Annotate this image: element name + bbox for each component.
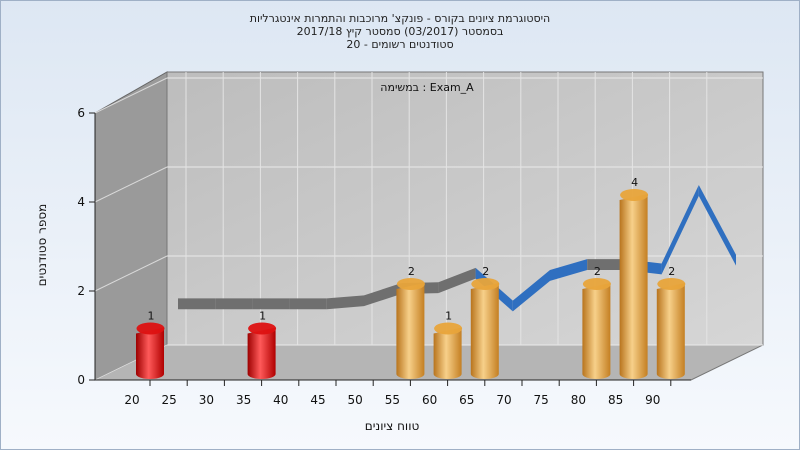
- x-tick-label: 40: [273, 393, 288, 407]
- bar-value-label: 2: [482, 265, 489, 278]
- bar-body: [582, 283, 611, 379]
- chart-axes: 0 2 4 6 20 25 30 35 40 45 50 55 60 65 70 75 80 85 90: [77, 106, 691, 407]
- curve-segment: [512, 270, 550, 312]
- bar-body: [470, 283, 499, 379]
- bar-value-label: 1: [148, 310, 155, 323]
- x-tick-label: 65: [459, 393, 474, 407]
- curve-segment: [438, 267, 476, 294]
- bar-value-label: 2: [668, 265, 675, 278]
- x-tick-label: 50: [348, 393, 363, 407]
- y-tick-label: 2: [77, 284, 85, 298]
- bar: 1: [136, 310, 165, 379]
- chart-title-line-3: סטודנטים רשומים - 20: [346, 38, 454, 51]
- bar-body: [396, 283, 425, 379]
- y-gridline-wall: [94, 166, 168, 203]
- curve-segment: [587, 259, 625, 270]
- bar-top: [248, 322, 277, 335]
- bar-top: [657, 278, 686, 290]
- bar: 1: [433, 310, 463, 379]
- chart-bars: 1 1 2 1 2 2 4 2: [136, 176, 686, 379]
- curve-segment: [178, 298, 216, 310]
- bar: 2: [470, 265, 500, 379]
- y-gridline-wall: [94, 77, 168, 114]
- x-tick-label: 90: [645, 393, 660, 407]
- y-tick-label: 0: [77, 373, 85, 387]
- bar: 2: [656, 265, 686, 379]
- curve-segment: [661, 185, 699, 275]
- chart-subtitle: במשימה : Exam_A: [380, 81, 474, 94]
- curve-segment: [252, 298, 290, 310]
- bar-body: [433, 327, 462, 379]
- bar-value-label: 2: [408, 265, 415, 278]
- x-tick-label: 20: [124, 393, 139, 407]
- x-tick-label: 35: [236, 393, 251, 407]
- curve-segment: [215, 298, 253, 310]
- curve-segment: [326, 295, 364, 310]
- chart-title-line-2: בסמסטר (03/2017) סמסטר קיץ 2017/18: [296, 25, 504, 38]
- curve-segment: [550, 259, 588, 281]
- x-tick-label: 25: [162, 393, 177, 407]
- bar-body: [136, 327, 164, 379]
- bar-top: [471, 278, 500, 290]
- x-tick-label: 45: [310, 393, 325, 407]
- x-tick-label: 75: [534, 393, 549, 407]
- bar-value-label: 1: [259, 310, 266, 323]
- chart-title-line-1: היסטוגרמת ציונים בקורס - פונקצ' מרוכבות …: [249, 12, 551, 25]
- bar: 2: [582, 265, 611, 379]
- bar-top: [396, 278, 425, 290]
- bar-body: [619, 194, 648, 379]
- bar: 1: [247, 310, 277, 379]
- y-tick-label: 4: [77, 195, 85, 209]
- bar: 4: [619, 176, 649, 379]
- bar-value-label: 4: [631, 176, 638, 189]
- bar-top: [582, 278, 611, 290]
- bar: 2: [396, 265, 425, 379]
- x-tick-label: 55: [385, 393, 400, 407]
- curve-segment: [364, 283, 402, 307]
- x-tick-label: 80: [571, 393, 586, 407]
- x-tick-label: 60: [422, 393, 437, 407]
- x-axis-label: טווח ציונים: [365, 419, 420, 433]
- x-tick-label: 30: [199, 393, 214, 407]
- bar-body: [247, 327, 276, 379]
- bar-top: [136, 322, 165, 335]
- bar-value-label: 1: [445, 310, 452, 323]
- curve-segment: [698, 185, 736, 266]
- y-gridline-wall: [94, 255, 168, 292]
- y-axis-label: מספר סטודנטים: [35, 204, 49, 287]
- y-tick-label: 6: [77, 106, 85, 120]
- bar-top: [620, 189, 649, 201]
- x-tick-label: 70: [496, 393, 511, 407]
- bar-top: [434, 322, 463, 335]
- x-tick-label: 85: [608, 393, 623, 407]
- bar-value-label: 2: [594, 265, 601, 278]
- bar-body: [656, 283, 685, 379]
- curve-segment: [289, 298, 327, 310]
